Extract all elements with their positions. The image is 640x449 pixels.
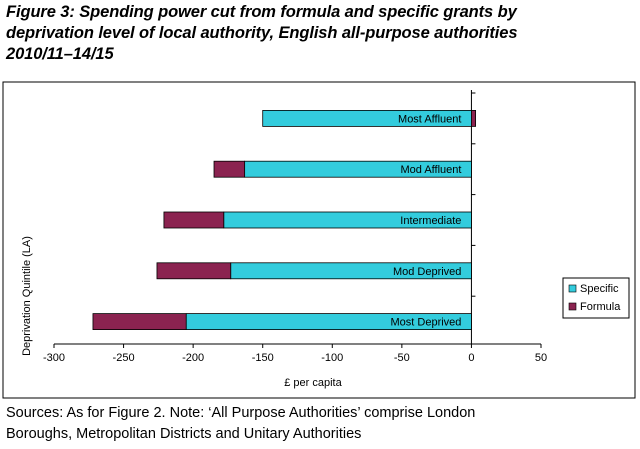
x-axis-label: £ per capita: [284, 377, 342, 389]
x-tick-label: 0: [468, 352, 474, 364]
legend-label-formula: Formula: [580, 301, 621, 313]
x-tick-label: -50: [394, 352, 410, 364]
figure-source-note: Sources: As for Figure 2. Note: ‘All Pur…: [6, 403, 634, 445]
x-tick-label: -200: [182, 352, 204, 364]
category-label: Mod Deprived: [393, 266, 461, 278]
bar-formula: [92, 313, 187, 331]
source-note-line-1: Sources: As for Figure 2. Note: ‘All Pur…: [6, 405, 476, 421]
source-note-line-2: Boroughs, Metropolitan Districts and Uni…: [6, 426, 362, 442]
figure-title-line-2: deprivation level of local authority, En…: [6, 24, 518, 42]
y-axis-label: Deprivation Quintile (LA): [21, 236, 33, 356]
x-tick-label: -250: [113, 352, 135, 364]
legend-swatch-formula: [568, 302, 577, 311]
legend-box: [562, 277, 630, 319]
chart: -300 -250 -200 -150 -100 -50 0 50 Most Affluent M…: [2, 81, 636, 399]
legend-swatch-specific: [568, 284, 577, 293]
x-tick-label: -150: [252, 352, 274, 364]
figure-title-line-1: Figure 3: Spending power cut from formul…: [6, 3, 517, 21]
x-tick-label: -100: [321, 352, 343, 364]
category-label: Intermediate: [400, 215, 461, 227]
bar-formula: [156, 262, 232, 280]
bar-formula: [471, 109, 477, 127]
x-tick-label: 50: [535, 352, 547, 364]
figure-title-line-3: 2010/11–14/15: [6, 45, 114, 63]
category-label: Most Affluent: [398, 113, 461, 125]
category-label: Most Deprived: [391, 317, 462, 329]
chart-frame: [2, 81, 636, 399]
bar-formula: [213, 160, 246, 178]
bar-formula: [163, 211, 225, 229]
x-tick-label: -300: [43, 352, 65, 364]
figure-title: Figure 3: Spending power cut from formul…: [6, 2, 634, 65]
legend-label-specific: Specific: [580, 283, 619, 295]
category-label: Mod Affluent: [400, 164, 461, 176]
